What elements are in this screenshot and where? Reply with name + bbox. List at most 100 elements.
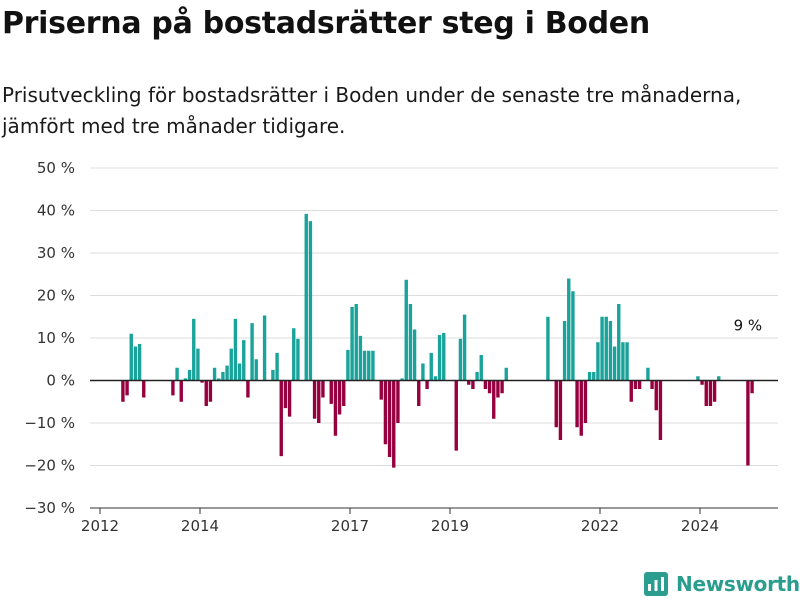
y-tick-label: 20 % bbox=[37, 287, 75, 305]
bar bbox=[625, 342, 629, 381]
bar bbox=[350, 306, 354, 381]
bar bbox=[704, 380, 708, 406]
bar bbox=[250, 323, 254, 381]
bar bbox=[292, 328, 296, 381]
bar bbox=[650, 380, 654, 389]
brand-logo[interactable]: Newsworthy bbox=[644, 570, 800, 598]
x-axis: 2012 2014 2017 2019 2022 2024 bbox=[81, 507, 778, 535]
bar bbox=[392, 380, 396, 468]
bar bbox=[600, 316, 604, 381]
bar bbox=[171, 380, 175, 396]
bar bbox=[400, 378, 404, 381]
bar bbox=[387, 380, 392, 457]
bar bbox=[404, 279, 408, 381]
x-tick-label: 2024 bbox=[681, 517, 719, 535]
bar bbox=[304, 213, 308, 381]
bar bbox=[487, 380, 492, 394]
bar bbox=[237, 363, 242, 381]
bar bbox=[433, 376, 438, 381]
bar bbox=[558, 380, 563, 440]
bar bbox=[442, 332, 446, 381]
bar bbox=[183, 378, 188, 381]
bar bbox=[467, 380, 471, 385]
bar bbox=[654, 380, 658, 411]
bar bbox=[133, 346, 138, 381]
bar bbox=[121, 380, 125, 402]
brand-name: Newsworthy bbox=[676, 572, 800, 596]
bar bbox=[271, 369, 275, 381]
bar bbox=[283, 380, 288, 409]
bar bbox=[125, 380, 129, 396]
bar bbox=[571, 291, 575, 381]
y-tick-label: −20 % bbox=[24, 457, 75, 475]
bar bbox=[579, 380, 583, 436]
bar bbox=[229, 348, 233, 381]
bar bbox=[221, 372, 225, 381]
bar bbox=[496, 380, 500, 398]
bar bbox=[175, 367, 179, 381]
bar bbox=[362, 350, 367, 381]
bar bbox=[354, 304, 358, 381]
x-tick-label: 2017 bbox=[331, 517, 369, 535]
bar bbox=[567, 278, 571, 381]
bar bbox=[421, 363, 425, 381]
bar bbox=[592, 372, 596, 381]
bar bbox=[137, 343, 142, 381]
bar bbox=[337, 380, 342, 415]
bar bbox=[275, 352, 279, 381]
bar bbox=[708, 380, 713, 406]
bar bbox=[287, 380, 292, 417]
bar bbox=[429, 352, 433, 381]
bar bbox=[658, 380, 663, 440]
bar bbox=[746, 380, 750, 466]
bar bbox=[279, 380, 283, 457]
bar bbox=[750, 380, 754, 394]
bar bbox=[504, 367, 508, 381]
newsworthy-logo-icon bbox=[644, 572, 668, 596]
bar bbox=[417, 380, 421, 406]
bar bbox=[612, 346, 617, 381]
bar bbox=[200, 380, 204, 383]
y-tick-label: 10 % bbox=[37, 329, 75, 347]
bar bbox=[358, 335, 363, 381]
bar bbox=[483, 380, 488, 389]
bar bbox=[633, 380, 638, 389]
bar bbox=[587, 372, 592, 381]
bar bbox=[700, 380, 704, 385]
bar bbox=[262, 315, 267, 381]
bar bbox=[187, 369, 192, 381]
bar bbox=[596, 342, 600, 381]
bar bbox=[575, 380, 579, 428]
bar bbox=[696, 376, 700, 381]
bar bbox=[479, 355, 483, 381]
x-tick-label: 2014 bbox=[181, 517, 219, 535]
bar bbox=[475, 372, 479, 381]
bar bbox=[621, 342, 625, 381]
bar bbox=[546, 316, 550, 381]
bar bbox=[225, 365, 229, 381]
y-tick-label: −30 % bbox=[24, 499, 75, 517]
bar bbox=[712, 380, 717, 402]
bar bbox=[717, 376, 721, 381]
bar bbox=[333, 380, 338, 436]
bar bbox=[637, 380, 642, 389]
bar bbox=[425, 380, 429, 389]
bar bbox=[142, 380, 146, 398]
y-tick-label: 30 % bbox=[37, 244, 75, 262]
bar bbox=[208, 380, 213, 402]
bar bbox=[396, 380, 400, 423]
y-tick-label: −10 % bbox=[24, 414, 75, 432]
bar bbox=[562, 321, 567, 381]
bar bbox=[321, 380, 325, 398]
bar bbox=[604, 316, 608, 381]
bar bbox=[379, 380, 383, 400]
bar bbox=[254, 359, 258, 381]
bars-group bbox=[121, 213, 754, 468]
bar bbox=[342, 380, 346, 406]
bar bbox=[296, 338, 300, 381]
chart-subtitle: Prisutveckling för bostadsrätter i Boden… bbox=[2, 83, 742, 138]
bar bbox=[192, 318, 196, 381]
bar bbox=[317, 380, 321, 423]
x-tick-label: 2012 bbox=[81, 517, 119, 535]
bar bbox=[412, 329, 417, 381]
